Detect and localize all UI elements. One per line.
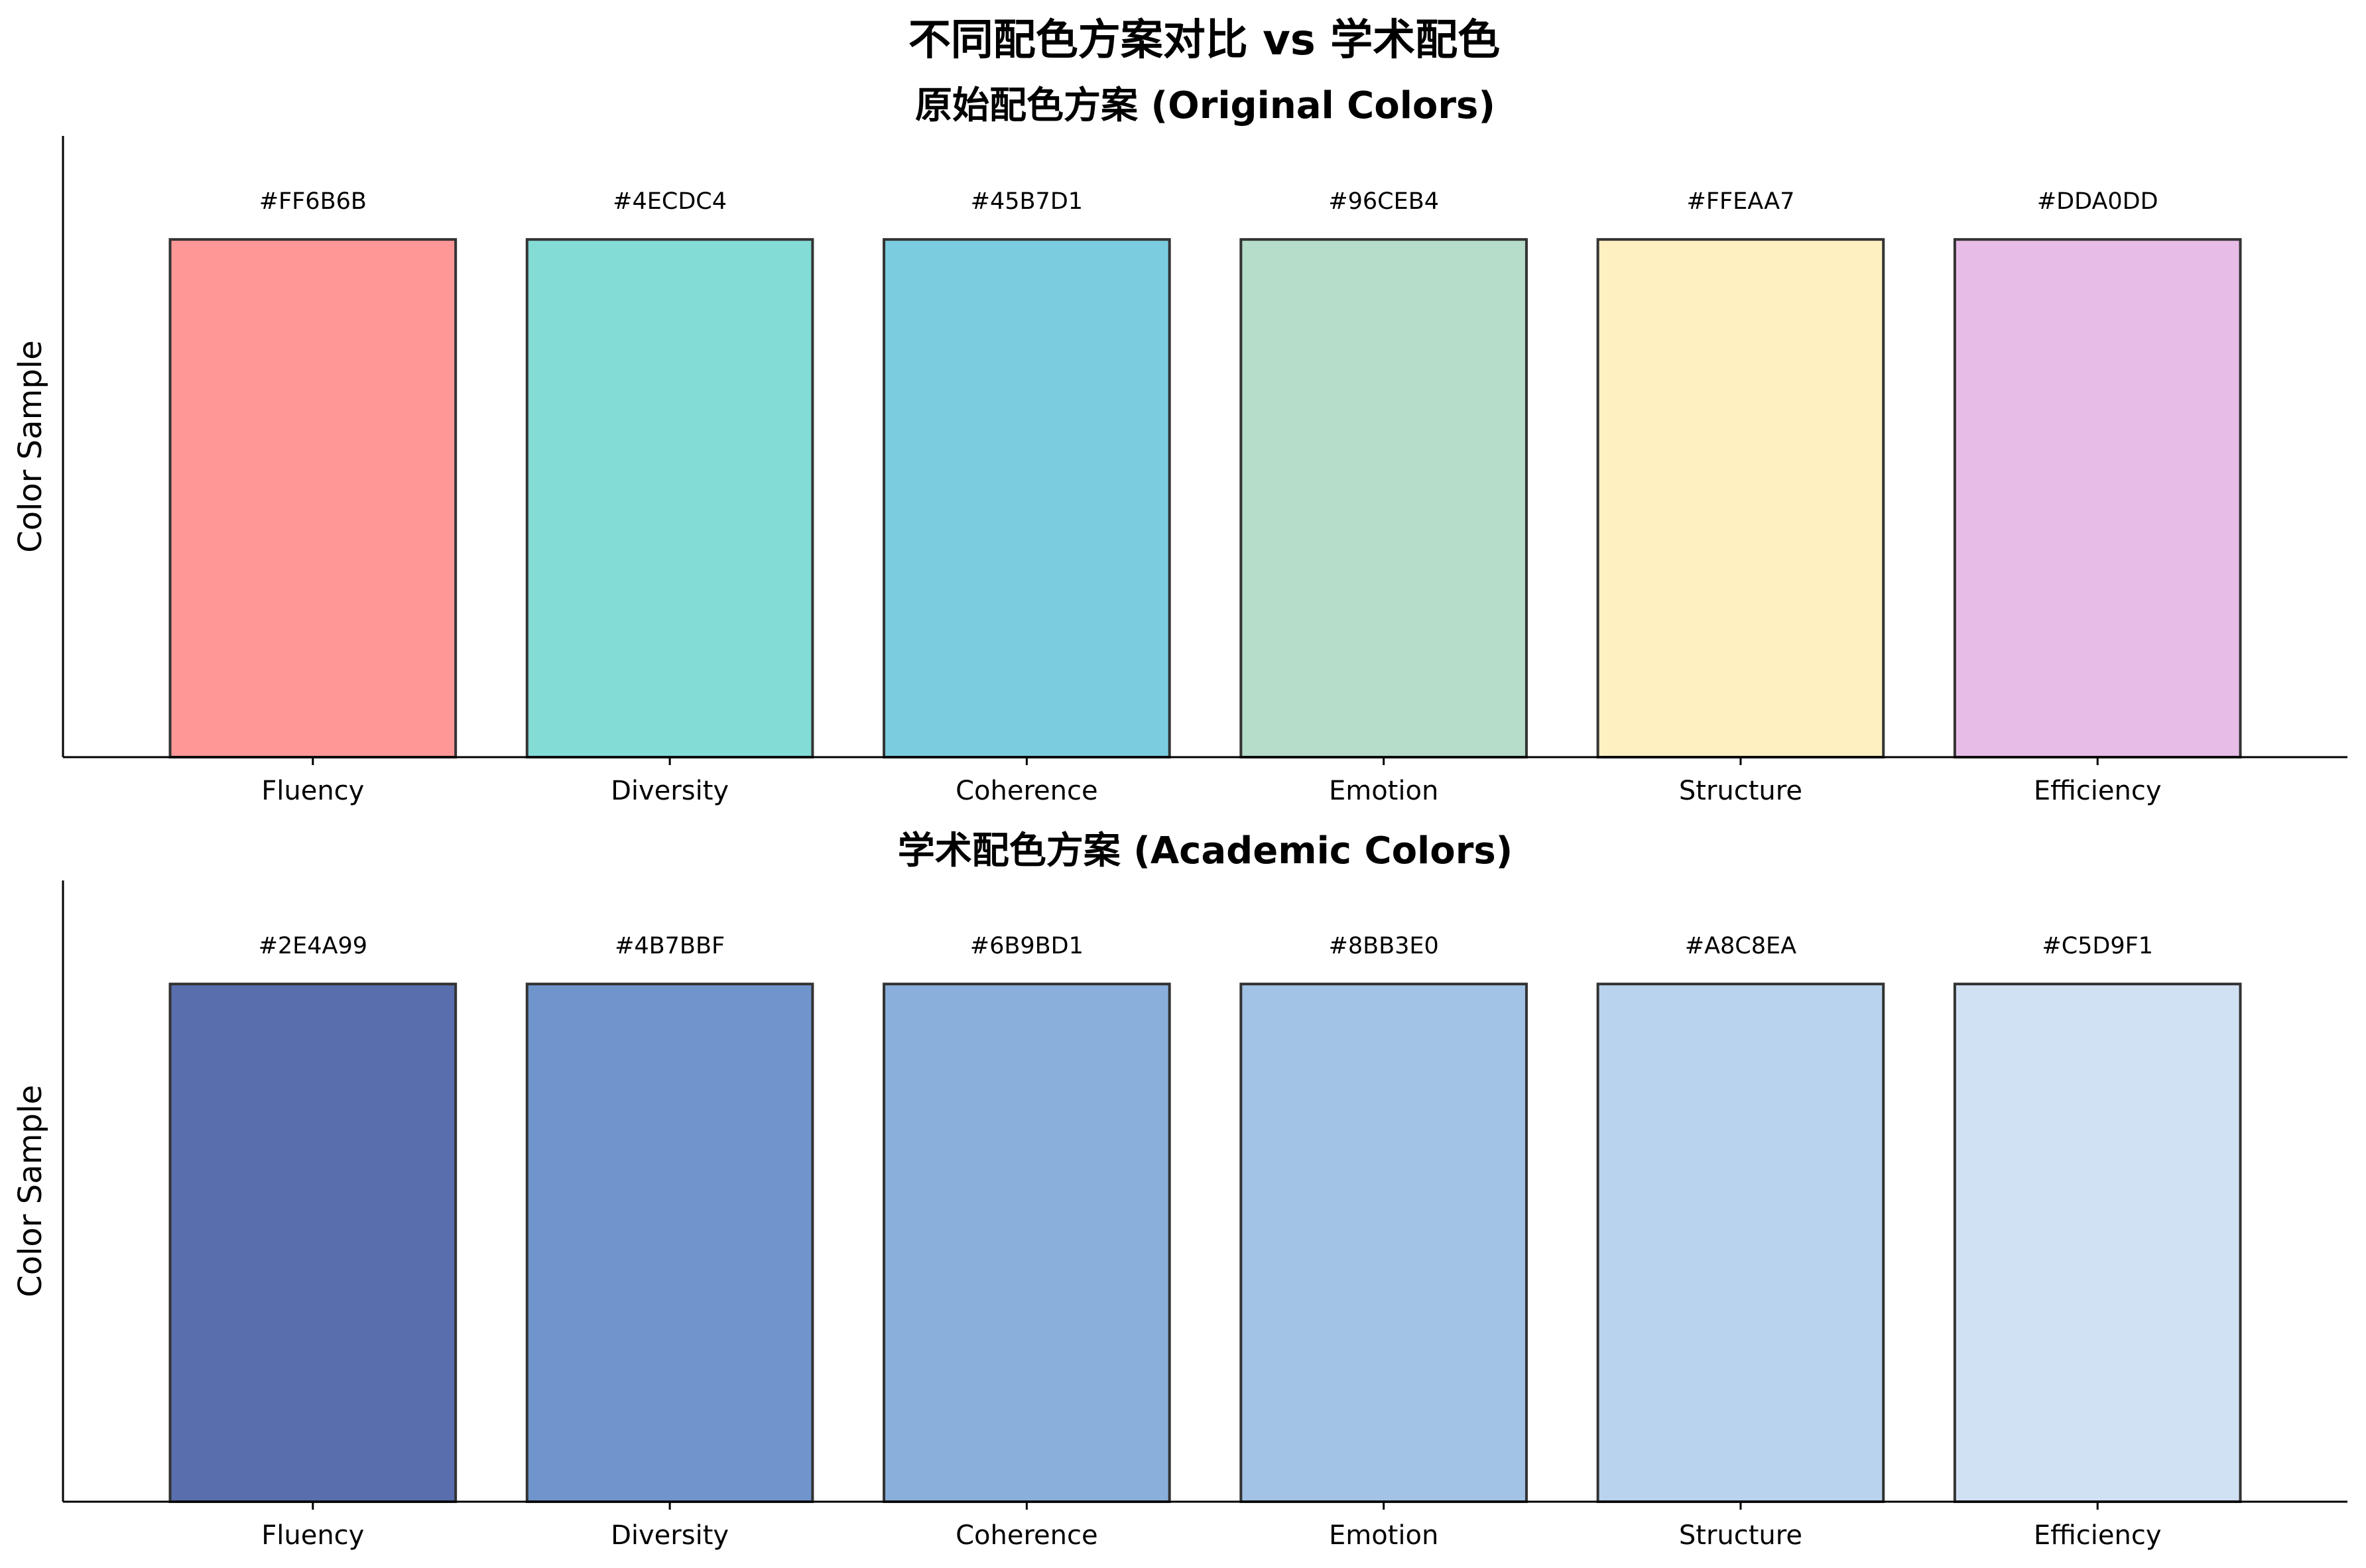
x-tick-label: Emotion <box>1329 776 1438 806</box>
x-tick-label: Efficiency <box>2034 776 2162 806</box>
subplot-title: 原始配色方案 (Original Colors) <box>915 84 1495 127</box>
x-tick-label: Fluency <box>261 776 364 806</box>
bar-structure <box>1596 238 1885 758</box>
bar-diversity <box>525 238 814 758</box>
bar-diversity <box>525 983 814 1503</box>
x-tick-label: Coherence <box>956 776 1098 806</box>
bar-label: #C5D9F1 <box>2042 933 2153 959</box>
y-axis-label: Color Sample <box>12 340 49 553</box>
bar-label: #FFEAA7 <box>1687 188 1795 215</box>
subplot-1: 原始配色方案 (Original Colors) Color Sample #FF6… <box>12 84 2347 806</box>
bar-label: #96CEB4 <box>1328 188 1439 215</box>
x-tick-label: Structure <box>1679 1520 1802 1551</box>
bar-label: #A8C8EA <box>1685 933 1796 959</box>
x-tick-label: Diversity <box>611 776 729 806</box>
subplot-title: 学术配色方案 (Academic Colors) <box>898 829 1513 873</box>
bar-emotion <box>1239 238 1528 758</box>
bar-coherence <box>883 983 1171 1503</box>
x-tick-label: Coherence <box>956 1520 1098 1551</box>
bar-label: #FF6B6B <box>259 188 367 215</box>
subplot-2: 学术配色方案 (Academic Colors) Color Sample #2E4… <box>12 829 2347 1551</box>
bar-efficiency <box>1953 238 2242 758</box>
bar-efficiency <box>1953 983 2242 1503</box>
bar-coherence <box>883 238 1171 758</box>
bar-label: #6B9BD1 <box>970 933 1084 959</box>
bar-label: #4B7BBF <box>615 933 725 959</box>
bar-fluency <box>168 238 458 758</box>
subplots: 原始配色方案 (Original Colors) Color Sample #FF6… <box>12 84 2347 1551</box>
bar-label: #2E4A99 <box>259 933 367 959</box>
bar-structure <box>1596 983 1885 1503</box>
bar-label: #DDA0DD <box>2037 188 2158 215</box>
x-tick-label: Structure <box>1679 776 1802 806</box>
bar-label: #8BB3E0 <box>1329 933 1439 959</box>
figure-suptitle: 不同配色方案对比 vs 学术配色 <box>908 16 1500 65</box>
x-tick-label: Fluency <box>261 1520 364 1551</box>
bar-label: #4ECDC4 <box>613 188 727 215</box>
bar-emotion <box>1239 983 1528 1503</box>
bar-label: #45B7D1 <box>971 188 1083 215</box>
bar-fluency <box>168 983 458 1503</box>
x-tick-label: Diversity <box>611 1520 729 1551</box>
x-tick-label: Efficiency <box>2034 1520 2162 1551</box>
x-tick-label: Emotion <box>1329 1520 1438 1551</box>
y-axis-label: Color Sample <box>12 1085 49 1297</box>
